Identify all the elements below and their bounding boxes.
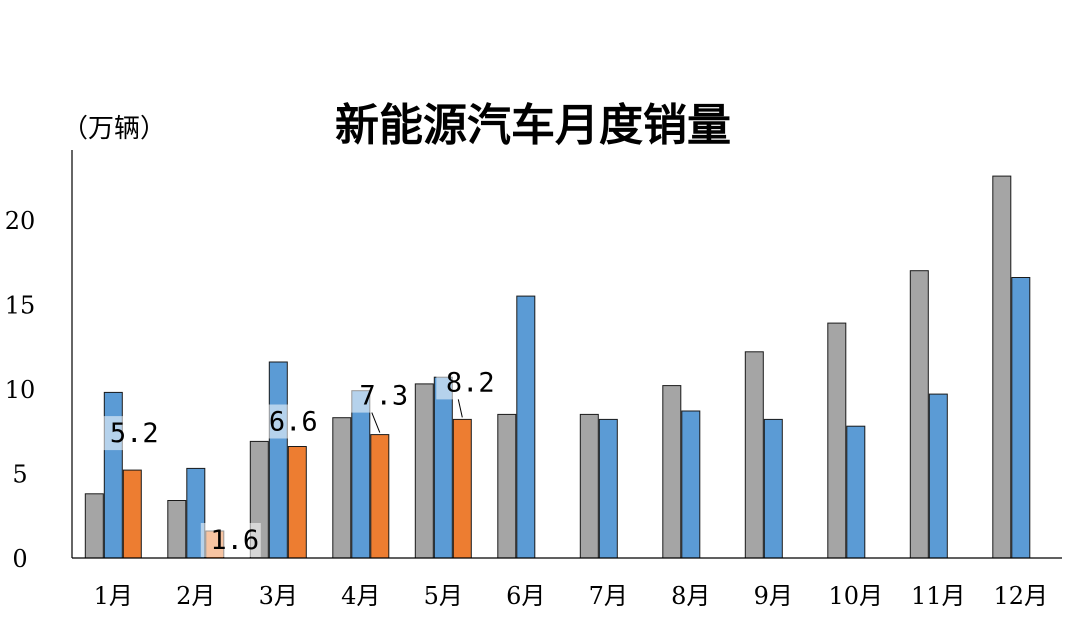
data-label: 6.6 — [269, 407, 318, 438]
data-label-backdrop — [200, 523, 261, 557]
bar-series1-7月 — [579, 413, 599, 559]
y-tick-label: 5 — [12, 461, 27, 489]
x-category-label: 4月 — [341, 582, 380, 610]
y-tick-label: 20 — [5, 207, 36, 235]
bar-series2-11月 — [928, 393, 948, 559]
x-category-label: 12月 — [994, 582, 1049, 610]
bar-series2-10月 — [846, 425, 866, 559]
axes-layer: 0 5 10 15 20 1月 2月 3月 4月 5月 6月 7月 8月 9月 10月 11月 12月 — [5, 150, 1062, 610]
data-label: 7.3 — [359, 381, 408, 412]
data-label-leader-line — [371, 412, 381, 433]
bar-series2-9月 — [763, 418, 783, 559]
bar-series1-11月 — [909, 270, 929, 559]
bar-series3-5月 — [452, 418, 472, 559]
x-category-label: 2月 — [176, 582, 215, 610]
bar-series1-9月 — [744, 351, 764, 559]
bar-series3-3月 — [287, 446, 307, 559]
bar-series1-10月 — [827, 322, 847, 559]
data-label: 5.2 — [110, 418, 159, 449]
bar-series2-8月 — [681, 410, 701, 559]
bar-series1-5月 — [414, 383, 434, 559]
bar-series2-7月 — [598, 418, 618, 559]
bar-series3-1月 — [122, 469, 142, 559]
x-category-label: 6月 — [506, 582, 545, 610]
x-category-label: 11月 — [911, 582, 966, 610]
data-label-backdrop — [259, 404, 320, 439]
bar-series1-12月 — [992, 175, 1012, 559]
x-category-label: 3月 — [259, 582, 298, 610]
bar-series1-6月 — [497, 413, 517, 559]
y-tick-label: 10 — [5, 376, 36, 404]
x-category-label: 9月 — [754, 582, 793, 610]
labels-layer: 5.2 1.6 6.6 7.3 8.2 — [100, 365, 497, 557]
x-category-label: 5月 — [424, 582, 463, 610]
bar-series3-4月 — [370, 434, 390, 559]
bar-series1-2月 — [167, 500, 187, 559]
bars-layer — [84, 175, 1031, 559]
x-category-label: 10月 — [829, 582, 884, 610]
x-category-label: 7月 — [589, 582, 628, 610]
bar-series2-3月 — [268, 361, 288, 559]
x-category-label: 8月 — [671, 582, 710, 610]
bar-series1-4月 — [332, 417, 352, 559]
y-tick-label: 15 — [5, 292, 36, 320]
bar-series2-4月 — [351, 390, 371, 559]
bar-series2-5月 — [433, 376, 453, 559]
data-label: 8.2 — [446, 367, 495, 398]
bar-series1-1月 — [84, 493, 104, 559]
data-label-leader-line — [457, 399, 463, 418]
data-label-backdrop — [436, 365, 497, 400]
bar-series2-6月 — [516, 295, 536, 559]
bar-series2-12月 — [1011, 277, 1031, 559]
data-label-backdrop — [100, 416, 161, 451]
data-label-backdrop — [349, 378, 410, 413]
y-tick-label: 0 — [12, 545, 27, 573]
bar-series1-8月 — [662, 385, 682, 559]
y-axis-unit-label: （万辆） — [62, 114, 166, 144]
data-label: 1.6 — [210, 525, 259, 556]
chart-title: 新能源汽车月度销量 — [335, 100, 731, 151]
x-category-label: 1月 — [94, 582, 133, 610]
